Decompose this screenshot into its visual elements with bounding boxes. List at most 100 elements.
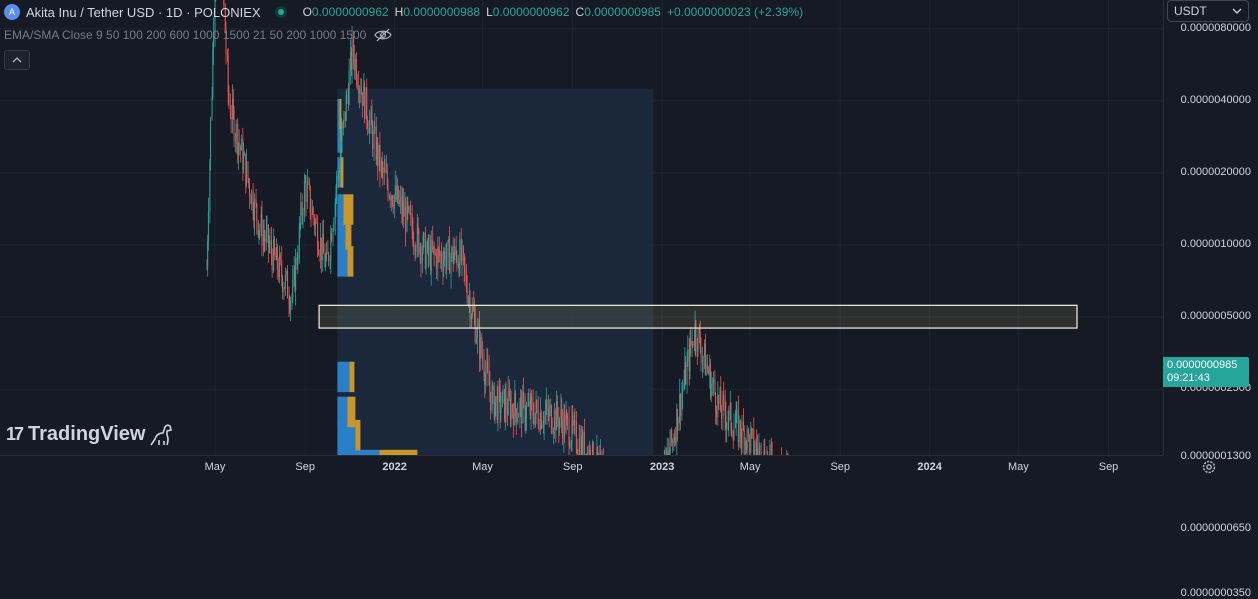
- candle-body: [359, 89, 360, 94]
- candle-body: [680, 394, 681, 415]
- candle-body: [769, 444, 770, 455]
- price-tick: 0.0000000350: [1181, 587, 1251, 599]
- candle-body: [429, 246, 430, 255]
- candle-body: [434, 247, 435, 253]
- collapse-legend-button[interactable]: [4, 50, 30, 70]
- volume-profile-bar-down: [340, 157, 343, 187]
- candle-body: [231, 117, 232, 120]
- symbol-legend: A Akita Inu / Tether USD · 1D · POLONIEX…: [4, 4, 809, 20]
- candle-body: [259, 230, 260, 232]
- candle-body: [531, 396, 532, 401]
- gear-icon[interactable]: [1200, 458, 1218, 476]
- candle-body: [718, 395, 719, 404]
- candle-body: [439, 249, 440, 256]
- price-chart[interactable]: [0, 0, 1163, 455]
- candle-body: [567, 415, 568, 418]
- candle-body: [728, 408, 729, 422]
- candle-body: [297, 259, 298, 264]
- candle-body: [333, 230, 334, 241]
- candle-body: [239, 143, 240, 147]
- price-tick: 0.0000020000: [1181, 166, 1251, 178]
- candle-body: [369, 120, 370, 133]
- candle-body: [487, 361, 488, 370]
- candle-body: [208, 211, 209, 241]
- candle-body: [528, 401, 529, 405]
- candle-body: [687, 349, 688, 360]
- volume-profile-bar-down: [339, 99, 341, 129]
- candle-body: [390, 196, 391, 201]
- close-value: C0.0000000985: [576, 5, 661, 19]
- candle-body: [533, 417, 534, 426]
- candle-body: [574, 420, 575, 421]
- candle-body: [557, 401, 558, 418]
- candle-body: [307, 184, 308, 202]
- candle-body: [497, 386, 498, 420]
- candle-body: [672, 440, 673, 443]
- candle-body: [541, 425, 542, 428]
- candle-body: [344, 112, 345, 122]
- volume-profile-bar-down: [355, 420, 360, 450]
- candle-body: [714, 379, 715, 394]
- candle-body: [377, 142, 378, 166]
- candle-body: [269, 241, 270, 246]
- candle-body: [562, 421, 563, 439]
- candle-body: [261, 215, 262, 246]
- volume-profile-bar-up: [337, 397, 347, 427]
- candle-body: [506, 396, 507, 412]
- candle-body: [744, 430, 745, 454]
- candle-body: [454, 246, 455, 256]
- resistance-zone: [319, 305, 1077, 328]
- candle-body: [249, 183, 250, 197]
- volume-profile-bar-up: [337, 99, 339, 129]
- time-tick: Sep: [1099, 461, 1119, 473]
- candle-body: [436, 253, 437, 269]
- candle-body: [480, 337, 481, 359]
- tradingview-logo[interactable]: 17 TradingView: [6, 421, 175, 447]
- candle-body: [333, 223, 334, 231]
- candle-body: [387, 184, 388, 198]
- time-tick: May: [472, 461, 493, 473]
- indicator-label: EMA/SMA Close 9 50 100 200 600 1000 1500…: [4, 28, 366, 42]
- candle-body: [733, 428, 734, 438]
- candle-body: [593, 442, 594, 455]
- time-tick: May: [740, 461, 761, 473]
- chevron-up-icon: [12, 57, 22, 63]
- candle-body: [736, 410, 737, 411]
- candle-body: [492, 386, 493, 390]
- candle-body: [508, 391, 509, 415]
- chart-pane[interactable]: A Akita Inu / Tether USD · 1D · POLONIEX…: [0, 0, 1163, 455]
- candle-body: [326, 251, 327, 259]
- candle-body: [323, 234, 324, 253]
- candle-body: [538, 424, 539, 430]
- candle-body: [521, 398, 522, 424]
- time-tick: Sep: [295, 461, 315, 473]
- candle-body: [670, 430, 671, 453]
- currency-select[interactable]: USDT: [1167, 0, 1249, 22]
- candle-body: [254, 199, 255, 221]
- candle-body: [692, 341, 693, 345]
- candle-body: [408, 207, 409, 210]
- candle-body: [462, 247, 463, 261]
- candle-body: [749, 435, 750, 453]
- candle-body: [547, 403, 548, 410]
- akita-coin-icon: A: [4, 4, 20, 20]
- candle-body: [366, 87, 367, 119]
- candle-body: [282, 277, 283, 291]
- candle-body: [403, 202, 404, 217]
- candle-body: [295, 258, 296, 291]
- candle-body: [448, 240, 449, 257]
- candle-body: [305, 181, 306, 202]
- price-tick: 0.0000000650: [1181, 522, 1251, 534]
- candle-body: [482, 355, 483, 361]
- candle-body: [721, 412, 722, 419]
- eye-off-icon[interactable]: [374, 28, 392, 42]
- symbol-title[interactable]: Akita Inu / Tether USD · 1D · POLONIEX: [26, 5, 261, 20]
- indicator-legend[interactable]: EMA/SMA Close 9 50 100 200 600 1000 1500…: [4, 28, 392, 42]
- candle-body: [564, 412, 565, 433]
- tradingview-name: TradingView: [28, 423, 145, 446]
- candle-body: [318, 250, 319, 254]
- candle-body: [582, 432, 583, 455]
- open-value: O0.0000000962: [303, 5, 389, 19]
- candle-body: [234, 111, 235, 142]
